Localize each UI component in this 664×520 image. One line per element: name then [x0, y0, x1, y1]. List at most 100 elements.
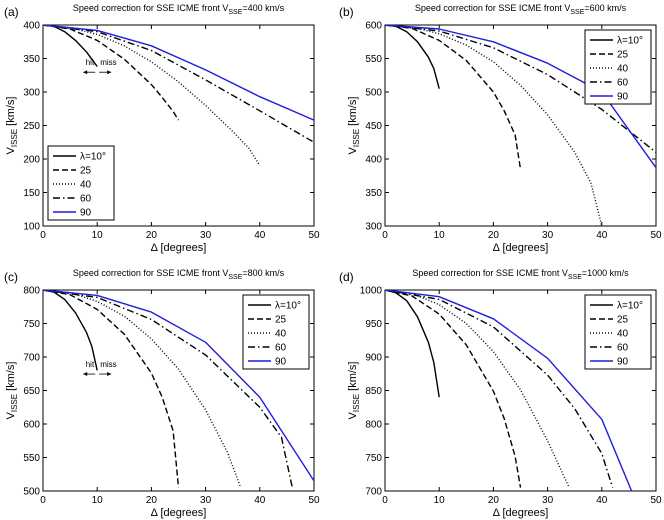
y-axis-label-main: V [347, 146, 359, 154]
y-axis-label: VISSE [km/s] [347, 97, 361, 155]
x-tick-label: 30 [200, 495, 212, 506]
x-tick-label: 10 [434, 495, 446, 506]
legend: λ=10° 25 40 60 90 [584, 29, 652, 105]
y-tick-label: 700 [23, 353, 40, 364]
y-tick-label: 500 [23, 487, 40, 498]
x-tick-label: 30 [200, 230, 212, 241]
chart-title-main: Speed correction for SSE ICME front V [73, 3, 229, 13]
legend-entry-1: λ=10° [275, 301, 301, 312]
chart-title-sub: SSE [568, 274, 582, 281]
y-tick-label: 1000 [360, 286, 383, 297]
y-tick-label: 350 [23, 54, 40, 65]
x-axis-label: Δ [degrees] [493, 507, 549, 519]
series-line-3 [43, 25, 261, 167]
legend-entry-4: 60 [617, 78, 629, 89]
y-axis-label-sub: ISSE [352, 394, 361, 412]
legend: λ=10° 25 40 60 90 [242, 294, 310, 370]
panel-label: (d) [339, 270, 354, 284]
legend-entry-2: 25 [275, 315, 287, 326]
chart-title: Speed correction for SSE ICME front VSSE… [73, 268, 285, 281]
y-axis-label: VISSE [km/s] [5, 97, 19, 155]
legend-entry-3: 40 [80, 180, 92, 191]
chart-panel-2: (b) Speed correction for SSE ICME front V… [339, 3, 662, 254]
panel-label: (c) [4, 270, 18, 284]
chart-title-tail: =600 km/s [584, 3, 626, 13]
x-tick-label: 20 [488, 495, 500, 506]
y-tick-label: 300 [365, 222, 382, 233]
legend-entry-3: 40 [617, 64, 629, 75]
x-tick-label: 20 [146, 230, 158, 241]
y-tick-label: 300 [23, 88, 40, 99]
series-line-5 [385, 25, 656, 169]
x-axis-label: Δ [degrees] [151, 507, 207, 519]
y-tick-label: 900 [365, 353, 382, 364]
series-line-1 [385, 290, 440, 398]
x-tick-label: 0 [40, 230, 46, 241]
x-tick-label: 50 [308, 495, 320, 506]
chart-title-tail: =1000 km/s [582, 268, 629, 278]
legend-entry-5: 90 [80, 208, 92, 219]
y-axis-label: VISSE [km/s] [5, 362, 19, 420]
series-group [385, 290, 633, 491]
chart-panel-3: (c) Speed correction for SSE ICME front V… [4, 268, 320, 519]
legend-entry-3: 40 [617, 329, 629, 340]
y-axis-label-unit: [km/s] [5, 362, 17, 394]
y-tick-label: 550 [23, 453, 40, 464]
y-axis-label-unit: [km/s] [347, 362, 359, 394]
y-tick-label: 550 [365, 54, 382, 65]
series-line-4 [43, 25, 314, 143]
x-tick-label: 0 [382, 495, 388, 506]
legend: λ=10° 25 40 60 90 [47, 145, 115, 221]
series-line-5 [43, 25, 314, 121]
legend-box [584, 294, 652, 370]
chart-panel-4: (d) Speed correction for SSE ICME front V… [339, 268, 662, 519]
series-line-1 [385, 25, 440, 89]
series-line-3 [43, 290, 242, 488]
y-tick-label: 200 [23, 155, 40, 166]
chart-title-sub: SSE [228, 274, 242, 281]
y-tick-label: 350 [365, 188, 382, 199]
x-tick-label: 50 [650, 495, 662, 506]
series-line-2 [385, 25, 522, 170]
x-axis-label: Δ [degrees] [151, 242, 207, 254]
x-tick-label: 0 [382, 230, 388, 241]
x-axis-label: Δ [degrees] [493, 242, 549, 254]
x-tick-label: 40 [254, 495, 266, 506]
legend-box [47, 145, 115, 221]
y-tick-label: 250 [23, 121, 40, 132]
y-tick-label: 750 [365, 453, 382, 464]
miss-label: miss [100, 360, 116, 369]
x-tick-label: 40 [596, 230, 608, 241]
chart-title-tail: =800 km/s [242, 268, 284, 278]
chart-title-main: Speed correction for SSE ICME front V [415, 3, 571, 13]
legend-entry-1: λ=10° [617, 301, 643, 312]
series-line-3 [385, 290, 570, 488]
legend-entry-4: 60 [275, 343, 287, 354]
panel-label: (a) [4, 5, 19, 19]
series-line-2 [43, 25, 180, 121]
series-line-5 [43, 290, 314, 482]
chart-title-main: Speed correction for SSE ICME front V [412, 268, 568, 278]
legend-entry-5: 90 [617, 92, 629, 103]
hit-arrow-head [83, 70, 88, 75]
y-tick-label: 150 [23, 188, 40, 199]
x-tick-label: 20 [488, 230, 500, 241]
series-group [385, 25, 656, 226]
series-group [43, 25, 314, 167]
hit-arrow-head [83, 372, 88, 377]
legend: λ=10° 25 40 60 90 [584, 294, 652, 370]
chart-title: Speed correction for SSE ICME front VSSE… [73, 3, 285, 16]
chart-title: Speed correction for SSE ICME front VSSE… [415, 3, 627, 16]
panel-label: (b) [339, 5, 354, 19]
x-tick-label: 0 [40, 495, 46, 506]
series-line-4 [43, 290, 293, 488]
miss-arrow-head [107, 372, 112, 377]
legend-box [242, 294, 310, 370]
x-tick-label: 50 [650, 230, 662, 241]
series-line-3 [385, 25, 603, 226]
series-line-4 [385, 25, 656, 153]
y-tick-label: 600 [365, 21, 382, 32]
y-axis-label-unit: [km/s] [5, 97, 17, 129]
legend-entry-5: 90 [617, 357, 629, 368]
y-tick-label: 950 [365, 319, 382, 330]
